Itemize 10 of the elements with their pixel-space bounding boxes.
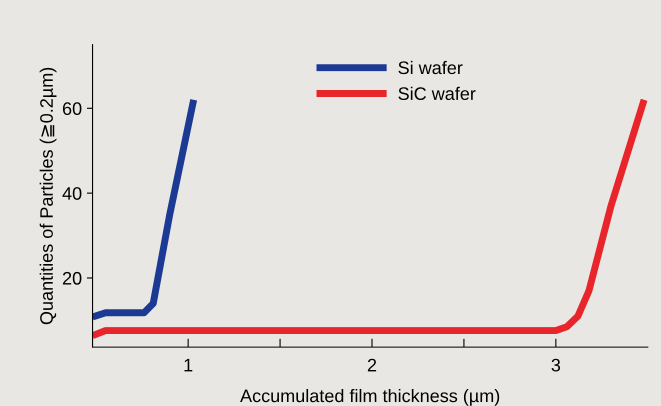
x-tick-label: 2 bbox=[368, 358, 376, 372]
y-tick-label: 20 bbox=[62, 272, 82, 285]
x-axis-title: Accumulated film thickness (µm) bbox=[240, 388, 500, 406]
y-tick-label: 40 bbox=[62, 187, 82, 200]
legend-label: Si wafer bbox=[398, 60, 463, 74]
x-tick-label: 3 bbox=[552, 358, 560, 372]
legend-label: SiC wafer bbox=[398, 86, 476, 100]
y-tick-label: 60 bbox=[62, 102, 82, 116]
x-tick-label: 1 bbox=[184, 358, 192, 372]
y-axis-title: Quantities of Particles (≧0.2µm) bbox=[40, 68, 56, 324]
